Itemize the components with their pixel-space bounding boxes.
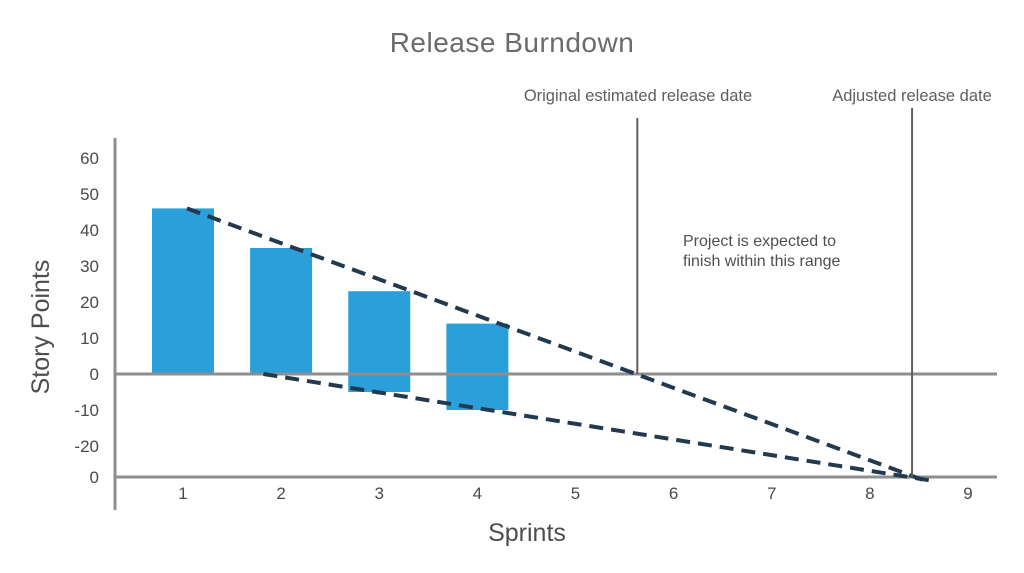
range-note-line2: finish within this range xyxy=(683,253,841,270)
x-tick-4: 4 xyxy=(473,484,482,503)
x-tick-9: 9 xyxy=(963,484,972,503)
y-tick--20: -20 xyxy=(74,437,99,456)
y-tick-40: 40 xyxy=(80,221,99,240)
x-tick-8: 8 xyxy=(865,484,874,503)
x-axis-label: Sprints xyxy=(488,519,566,547)
y-tick-50: 50 xyxy=(80,185,99,204)
y-tick-baseline-0: 0 xyxy=(90,468,99,487)
range-note: Project is expected to finish within thi… xyxy=(683,232,840,272)
y-tick-10: 10 xyxy=(80,329,99,348)
scope-change-forecast-dashed-line xyxy=(263,372,930,483)
bar-sprint-2 xyxy=(250,248,313,374)
x-tick-6: 6 xyxy=(669,484,678,503)
y-axis-label: Story Points xyxy=(27,259,55,395)
bar-sprint-4 xyxy=(446,323,509,410)
bar-sprint-1 xyxy=(152,208,214,374)
bar-sprint-3 xyxy=(348,291,411,392)
y-tick-0: 0 xyxy=(90,365,99,384)
y-tick--10: -10 xyxy=(74,401,99,420)
x-tick-7: 7 xyxy=(767,484,776,503)
chart-title: Release Burndown xyxy=(389,27,635,58)
x-tick-5: 5 xyxy=(571,484,580,503)
x-tick-1: 1 xyxy=(178,484,187,503)
x-tick-2: 2 xyxy=(276,484,285,503)
adjusted-release-date-label: Adjusted release date xyxy=(832,87,992,105)
range-note-line1: Project is expected to xyxy=(683,233,836,250)
original-release-date-label: Original estimated release date xyxy=(523,87,753,105)
y-tick-30: 30 xyxy=(80,257,99,276)
y-tick-60: 60 xyxy=(80,149,99,168)
y-tick-20: 20 xyxy=(80,293,99,312)
x-tick-3: 3 xyxy=(375,484,384,503)
